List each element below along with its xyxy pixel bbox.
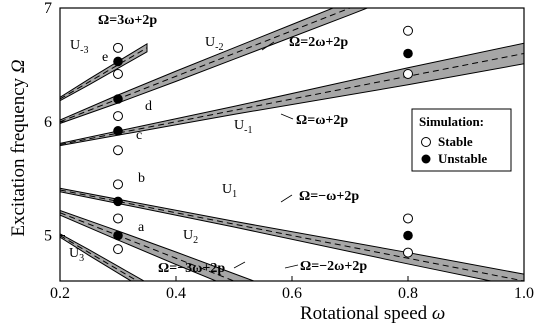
stable-point — [113, 244, 123, 255]
y-tick-label: 7 — [44, 0, 52, 17]
point-label-a: a — [138, 220, 145, 235]
legend-unstable-marker — [421, 154, 431, 164]
centerline-u-3 — [60, 47, 148, 100]
band-u-2 — [60, 8, 369, 124]
band-label-u-3: U-3 — [70, 38, 88, 56]
point-label-e: e — [102, 50, 108, 65]
axes-layer: 0.2 0.4 0.6 0.8 1.0 5 6 7 — [44, 0, 534, 302]
equation-label-minus3w: Ω=−3ω+2p — [158, 261, 225, 276]
x-tick-label: 0.4 — [166, 285, 186, 302]
x-tick-label: 1.0 — [514, 285, 534, 302]
unstable-point — [403, 48, 413, 59]
markers-layer — [113, 25, 413, 258]
stable-point — [113, 42, 123, 53]
unstable-point — [403, 230, 413, 241]
stable-point — [403, 68, 413, 79]
stable-point — [113, 145, 123, 156]
stable-point — [113, 111, 123, 122]
leader-minus1w — [280, 194, 293, 203]
legend-unstable-label: Unstable — [438, 151, 487, 166]
legend-title: Simulation: — [419, 114, 484, 129]
stable-point — [113, 68, 123, 79]
bands-layer — [60, 8, 524, 281]
unstable-point — [113, 94, 123, 104]
unstable-point — [113, 230, 123, 241]
band-label-u-2: U-2 — [205, 35, 223, 53]
equation-label-3w: Ω=3ω+2p — [98, 13, 157, 28]
equation-label-minus1w: Ω=−ω+2p — [299, 189, 359, 204]
leader-minus3w — [233, 261, 246, 269]
stable-point — [113, 213, 123, 224]
x-tick-label: 0.8 — [398, 285, 418, 302]
leader-minus2w — [284, 264, 299, 269]
unstable-point — [113, 56, 123, 67]
band-label-u-1: U-1 — [234, 118, 252, 136]
point-label-c: c — [136, 128, 142, 143]
y-tick-label: 6 — [44, 114, 52, 131]
axis-titles: Rotational speed ω Excitation frequency … — [8, 59, 445, 324]
centerline-u2 — [60, 212, 236, 281]
legend: Simulation: Stable Unstable — [411, 108, 512, 172]
unstable-point — [113, 196, 123, 207]
centerline-u1 — [60, 189, 524, 281]
x-tick-label: 0.6 — [282, 285, 302, 302]
x-tick-label: 0.2 — [50, 285, 70, 302]
x-axis-label: Rotational speed ω — [300, 303, 445, 324]
band-label-u1: U1 — [222, 182, 237, 200]
band-label-u3: U3 — [69, 246, 84, 264]
point-label-b: b — [138, 171, 145, 186]
unstable-point — [113, 126, 123, 136]
stable-point — [403, 247, 413, 258]
legend-stable-label: Stable — [438, 134, 473, 149]
leader-2w — [261, 41, 275, 51]
equation-label-1w: Ω=ω+2p — [296, 113, 348, 128]
legend-stable-marker — [421, 137, 431, 147]
point-label-d: d — [145, 99, 152, 114]
band-u-1 — [60, 42, 524, 147]
annotations-layer: Ω=3ω+2p Ω=2ω+2p Ω=ω+2p Ω=−ω+2p Ω=−3ω+2p … — [69, 13, 367, 276]
equation-label-minus2w: Ω=−2ω+2p — [300, 259, 367, 274]
centerline-u3 — [60, 235, 139, 281]
y-axis-label: Excitation frequency Ω — [8, 59, 29, 237]
stable-point — [403, 213, 413, 224]
band-u2 — [60, 209, 256, 281]
leader-1w — [280, 113, 294, 120]
band-u3 — [60, 233, 146, 281]
equation-label-2w: Ω=2ω+2p — [289, 35, 348, 50]
y-tick-label: 5 — [44, 228, 52, 245]
band-label-u2: U2 — [183, 228, 198, 246]
stable-point — [113, 179, 123, 190]
stable-point — [403, 25, 413, 36]
